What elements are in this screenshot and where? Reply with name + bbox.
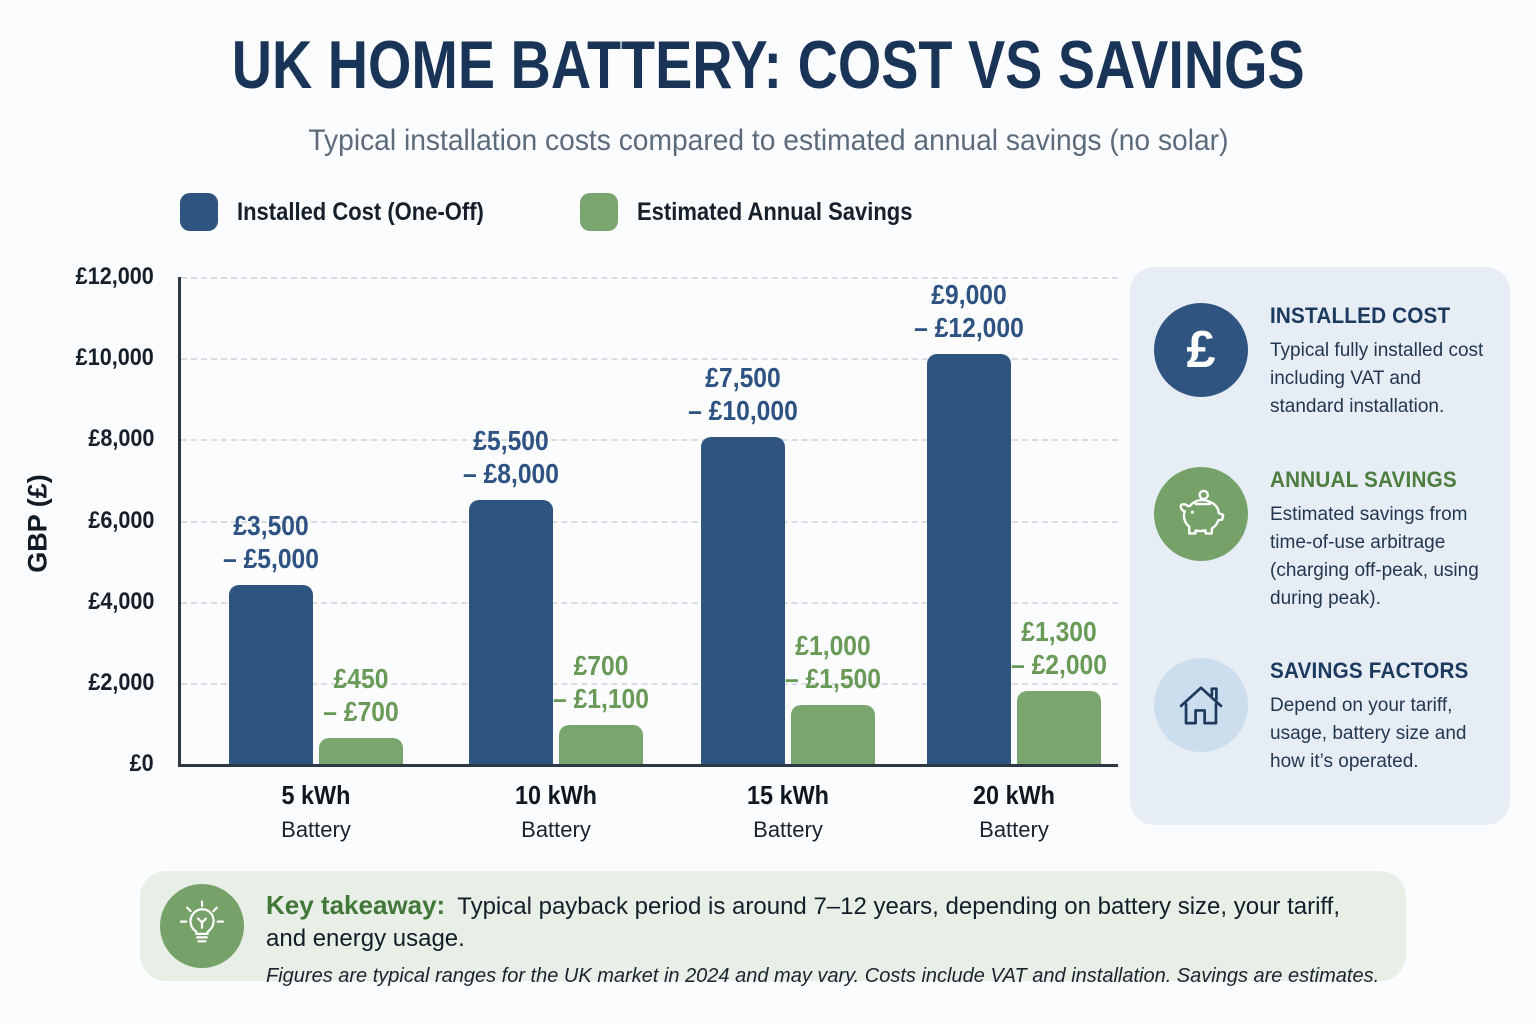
y-tick-label: £2,000 [87,668,154,696]
y-tick-label: £6,000 [87,506,154,534]
key-takeaway-footnote: Figures are typical ranges for the UK ma… [266,965,1380,987]
legend-label: Installed Cost (One-Off) [237,197,485,226]
sidebar-heading: ANNUAL SAVINGS [1270,467,1457,492]
legend-label: Estimated Annual Savings [636,197,913,226]
sidebar-heading: INSTALLED COST [1270,303,1451,328]
category-label-subline: Battery [281,817,351,842]
savings-range-label: £1,000– £1,500 [749,629,916,695]
savings-range-label: £1,300– £2,000 [975,615,1142,681]
sidebar-item-text: INSTALLED COST Typical fully installed c… [1270,303,1486,421]
cost-range-label: £5,500– £8,000 [427,424,594,490]
category-label: 10 kWh Battery [466,780,646,843]
key-takeaway-panel: Key takeaway: Typical payback period is a… [140,871,1406,987]
sidebar-heading: SAVINGS FACTORS [1270,658,1469,683]
key-takeaway-label: Key takeaway: [266,890,446,920]
category-label: 15 kWh Battery [698,780,878,843]
sidebar-item-text: ANNUAL SAVINGS Estimated savings from ti… [1270,467,1486,613]
range-label-line: – £12,000 [914,312,1024,344]
cost-swatch-icon [180,193,219,231]
legend-item-annual-savings: Estimated Annual Savings [579,193,950,231]
piggy-bank-icon [1154,467,1248,561]
savings-bar [559,725,643,764]
y-tick-label: £0 [129,750,154,777]
range-label-line: £7,500 [705,362,781,394]
sidebar-item-annual-savings: ANNUAL SAVINGS Estimated savings from ti… [1154,467,1486,613]
savings-bar [1017,690,1101,764]
key-takeaway-line: Key takeaway: Typical payback period is a… [266,889,1386,955]
y-axis-ticks: £0 £2,000 £4,000 £6,000 £8,000 £10,000 £12,000 [0,263,164,777]
cost-bar [927,354,1011,764]
category-label-size: 5 kWh [281,780,351,810]
range-label-line: £9,000 [931,279,1007,311]
range-label-line: – £700 [323,695,399,727]
range-label-line: – £5,000 [223,543,319,575]
sidebar-item-text: SAVINGS FACTORS Depend on your tariff, u… [1270,658,1486,776]
page-title: UK HOME BATTERY: COST VS SAVINGS [0,26,1536,104]
savings-range-label: £700– £1,100 [517,649,684,715]
gridline [181,439,1118,442]
cost-bar [469,500,553,764]
savings-bar [791,705,875,764]
gridline [181,358,1118,361]
category-label-subline: Battery [979,817,1049,842]
range-label-line: – £1,500 [785,663,881,695]
sidebar-item-savings-factors: SAVINGS FACTORS Depend on your tariff, u… [1154,658,1486,776]
chart-legend: Installed Cost (One-Off) Estimated Annua… [0,193,1130,231]
sidebar-body: Typical fully installed cost including V… [1270,340,1484,417]
piggy-bank-glyph [1179,489,1225,535]
house-glyph [1179,686,1223,725]
cost-bar [229,585,313,764]
category-label: 5 kWh Battery [226,780,406,843]
info-sidebar: £ INSTALLED COST Typical fully installed… [1130,267,1510,825]
lightbulb-icon [160,884,244,968]
range-label-line: £1,300 [1021,615,1097,647]
savings-range-label: £450– £700 [277,662,444,728]
category-label-size: 20 kWh [973,780,1055,810]
cost-bar [701,437,785,764]
range-label-line: £1,000 [795,630,871,662]
pound-icon: £ [1154,303,1248,397]
y-tick-label: £12,000 [75,263,154,290]
y-tick-label: £8,000 [87,425,154,453]
key-takeaway-text-block: Key takeaway: Typical payback period is a… [266,889,1386,988]
y-tick-label: £4,000 [87,587,154,615]
sidebar-body: Estimated savings from time-of-use arbit… [1270,504,1479,609]
cost-range-label: £7,500– £10,000 [659,361,826,427]
range-label-line: £5,500 [473,425,549,457]
category-label-subline: Battery [521,817,591,842]
gridline [181,520,1118,523]
range-label-line: £450 [333,662,389,694]
sidebar-body: Depend on your tariff, usage, battery si… [1270,695,1467,772]
range-label-line: – £2,000 [1011,648,1107,680]
pound-glyph: £ [1186,321,1216,379]
cost-range-label: £9,000– £12,000 [885,278,1052,344]
savings-swatch-icon [579,193,618,231]
house-icon [1154,658,1248,752]
cost-range-label: £3,500– £5,000 [187,509,354,575]
category-label: 20 kWh Battery [924,780,1104,843]
page-title-text: UK HOME BATTERY: COST VS SAVINGS [231,27,1305,103]
gridline [181,601,1118,604]
page-subtitle: Typical installation costs compared to e… [0,124,1536,158]
range-label-line: £3,500 [233,510,309,542]
page-subtitle-text: Typical installation costs compared to e… [307,124,1229,157]
legend-item-installed-cost: Installed Cost (One-Off) [180,193,518,231]
key-takeaway-body: Typical payback period is around 7–12 ye… [266,893,1340,952]
range-label-line: – £8,000 [463,458,559,490]
lightbulb-glyph [179,900,225,943]
range-label-line: – £1,100 [553,683,649,715]
savings-bar [319,737,403,764]
range-label-line: £700 [573,650,629,682]
gridline [181,277,1118,279]
category-label-size: 10 kWh [515,780,597,810]
category-label-size: 15 kWh [747,780,829,810]
range-label-line: – £10,000 [688,395,798,427]
sidebar-item-installed-cost: £ INSTALLED COST Typical fully installed… [1154,303,1486,421]
y-tick-label: £10,000 [75,344,154,372]
gridline [181,682,1118,685]
category-label-subline: Battery [753,817,823,842]
plot-area: £3,500– £5,000 £450– £700 5 kWh Battery £5,5… [178,277,1118,842]
